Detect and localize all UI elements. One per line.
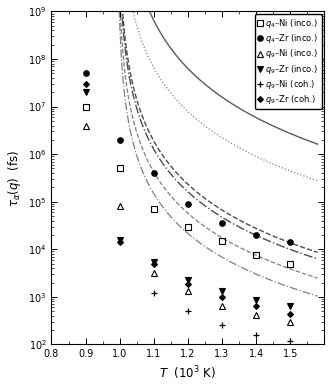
X-axis label: $T$  (10$^3$ K): $T$ (10$^3$ K) xyxy=(159,365,216,383)
Legend: $q_4$–Ni (inco.), $q_4$–Zr (inco.), $q_9$–Ni (inco.), $q_9$–Zr (inco.), $q_9$–Ni: $q_4$–Ni (inco.), $q_4$–Zr (inco.), $q_9… xyxy=(255,14,322,109)
Y-axis label: $\tau_{\alpha}(q)$  (fs): $\tau_{\alpha}(q)$ (fs) xyxy=(6,149,22,207)
